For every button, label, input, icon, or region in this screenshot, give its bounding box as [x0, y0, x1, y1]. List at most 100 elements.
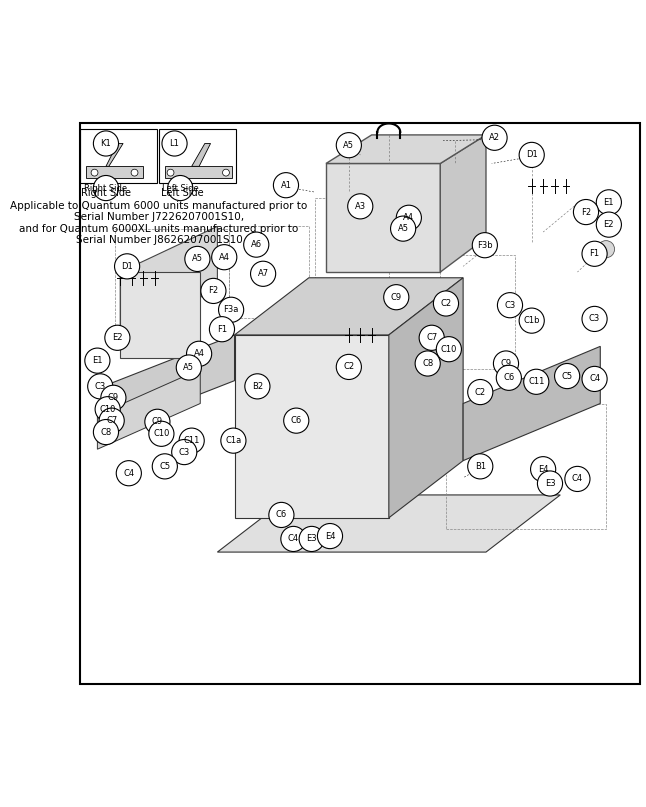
Text: C1b: C1b: [523, 316, 540, 325]
Text: C5: C5: [561, 371, 573, 381]
Polygon shape: [192, 144, 211, 166]
Circle shape: [419, 325, 444, 350]
Text: C9: C9: [391, 293, 402, 302]
Text: F3a: F3a: [224, 305, 239, 314]
Circle shape: [145, 409, 170, 434]
Circle shape: [468, 454, 493, 479]
Circle shape: [162, 131, 187, 156]
Circle shape: [109, 329, 126, 346]
Text: A4: A4: [194, 349, 205, 358]
Text: C7: C7: [106, 416, 118, 425]
Circle shape: [91, 169, 98, 176]
Text: E4: E4: [325, 532, 335, 541]
Text: C5: C5: [160, 462, 171, 470]
Text: A5: A5: [398, 224, 409, 233]
Text: K1: K1: [101, 139, 111, 148]
Circle shape: [88, 374, 113, 399]
Text: A4: A4: [219, 253, 230, 261]
Circle shape: [284, 408, 309, 433]
Circle shape: [105, 325, 130, 350]
Bar: [114, 229, 229, 349]
Circle shape: [179, 428, 204, 454]
Circle shape: [281, 526, 306, 551]
Circle shape: [582, 241, 607, 266]
Text: A2: A2: [489, 133, 500, 142]
Polygon shape: [120, 272, 200, 358]
Circle shape: [565, 466, 590, 491]
Text: F3b: F3b: [477, 240, 493, 249]
Circle shape: [519, 308, 545, 333]
Circle shape: [574, 199, 599, 224]
Polygon shape: [98, 370, 200, 449]
Text: C2: C2: [475, 387, 486, 396]
Circle shape: [348, 194, 373, 219]
Text: E3: E3: [306, 534, 317, 543]
Circle shape: [209, 316, 234, 342]
Circle shape: [114, 253, 140, 279]
Text: C6: C6: [276, 511, 287, 520]
Text: C9: C9: [152, 417, 163, 426]
Text: E2: E2: [112, 333, 123, 342]
Circle shape: [557, 366, 578, 387]
Text: E4: E4: [538, 465, 548, 474]
Circle shape: [585, 245, 599, 259]
Text: E1: E1: [92, 356, 103, 365]
Text: F1: F1: [590, 249, 599, 258]
Circle shape: [176, 355, 202, 380]
Text: L1: L1: [170, 139, 180, 148]
Circle shape: [567, 469, 588, 489]
Circle shape: [149, 421, 174, 446]
Circle shape: [94, 175, 118, 201]
Circle shape: [299, 526, 324, 551]
Text: C11: C11: [528, 378, 545, 387]
Circle shape: [251, 261, 276, 286]
Text: C10: C10: [153, 429, 170, 438]
Circle shape: [269, 503, 294, 528]
Circle shape: [497, 293, 523, 318]
Text: C4: C4: [589, 374, 600, 383]
Circle shape: [99, 408, 124, 433]
Circle shape: [168, 175, 193, 201]
Circle shape: [537, 471, 563, 496]
Polygon shape: [103, 335, 234, 432]
Text: A7: A7: [258, 270, 269, 278]
Circle shape: [534, 461, 552, 478]
Polygon shape: [463, 346, 600, 461]
Text: E2: E2: [603, 220, 614, 229]
Text: D1: D1: [526, 150, 537, 160]
Circle shape: [468, 379, 493, 404]
Text: C3: C3: [505, 301, 516, 310]
Circle shape: [396, 205, 421, 230]
Text: C8: C8: [422, 359, 433, 368]
Text: A1: A1: [280, 181, 291, 190]
Circle shape: [101, 385, 126, 410]
Polygon shape: [218, 495, 560, 552]
Text: A6: A6: [251, 240, 262, 249]
Text: B1: B1: [475, 462, 486, 470]
Text: C4: C4: [288, 534, 299, 543]
Text: A5: A5: [183, 363, 194, 372]
Circle shape: [185, 246, 210, 271]
Circle shape: [322, 528, 339, 545]
Polygon shape: [234, 278, 463, 335]
Text: C11: C11: [183, 436, 200, 445]
Circle shape: [152, 454, 178, 479]
Polygon shape: [326, 135, 486, 164]
Text: A5: A5: [192, 254, 203, 263]
Text: Applicable to Quantum 6000 units manufactured prior to
Serial Number J7226207001: Applicable to Quantum 6000 units manufac…: [10, 201, 307, 245]
Text: C3: C3: [94, 382, 106, 391]
Circle shape: [433, 291, 459, 316]
Circle shape: [131, 169, 138, 176]
Text: Left Side: Left Side: [161, 188, 203, 198]
Circle shape: [554, 363, 579, 389]
Circle shape: [221, 428, 246, 454]
Circle shape: [116, 461, 141, 486]
Polygon shape: [389, 278, 463, 518]
Text: C1a: C1a: [225, 436, 242, 445]
Text: C2: C2: [343, 362, 355, 371]
Text: C2: C2: [441, 299, 452, 308]
Circle shape: [494, 351, 519, 376]
Circle shape: [85, 348, 110, 373]
Polygon shape: [165, 166, 232, 178]
Circle shape: [582, 366, 607, 391]
